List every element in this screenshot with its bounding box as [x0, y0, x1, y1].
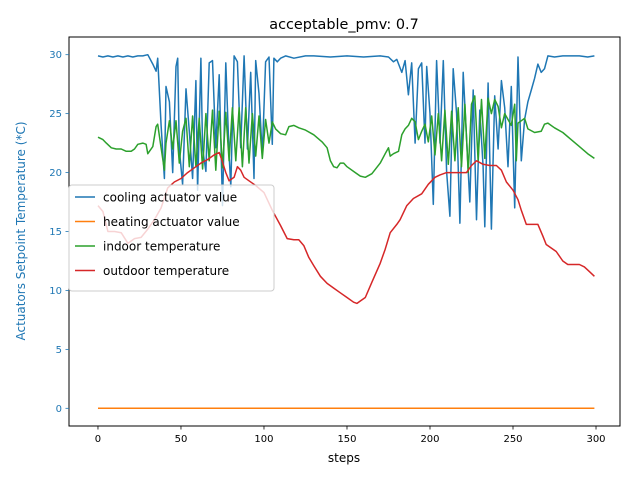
y-axis: 0 5 10 15 20 25 30 — [49, 50, 69, 415]
legend-label-3: outdoor temperature — [103, 264, 229, 278]
y-tick-label: 10 — [49, 286, 62, 297]
y-tick-label: 15 — [49, 227, 62, 238]
x-axis: 0 50 100 150 200 250 300 — [95, 426, 606, 445]
legend-label-0: cooling actuator value — [103, 191, 237, 205]
x-tick-label: 50 — [175, 434, 188, 445]
legend-label-2: indoor temperature — [103, 240, 220, 254]
chart-title: acceptable_pmv: 0.7 — [269, 17, 418, 33]
legend-box — [68, 184, 275, 292]
y-tick-label: 25 — [49, 109, 62, 120]
x-tick-label: 300 — [586, 434, 605, 445]
series-line-3 — [97, 151, 595, 305]
series-line-2 — [97, 95, 595, 179]
x-tick-label: 100 — [254, 434, 273, 445]
legend: cooling actuator value heating actuator v… — [68, 184, 275, 292]
y-tick-label: 30 — [49, 50, 62, 61]
x-tick-label: 150 — [337, 434, 356, 445]
series-line-0 — [97, 53, 595, 230]
y-tick-label: 0 — [56, 404, 62, 415]
y-tick-label: 5 — [56, 345, 62, 356]
y-axis-label: Actuators Setpoint Temperature (*C) — [14, 122, 28, 341]
x-axis-label: steps — [328, 451, 360, 465]
x-tick-label: 250 — [503, 434, 522, 445]
x-tick-label: 200 — [420, 434, 439, 445]
x-tick-label: 0 — [95, 434, 101, 445]
plot-area — [97, 53, 595, 410]
y-tick-label: 20 — [49, 168, 62, 179]
legend-label-1: heating actuator value — [103, 215, 240, 229]
